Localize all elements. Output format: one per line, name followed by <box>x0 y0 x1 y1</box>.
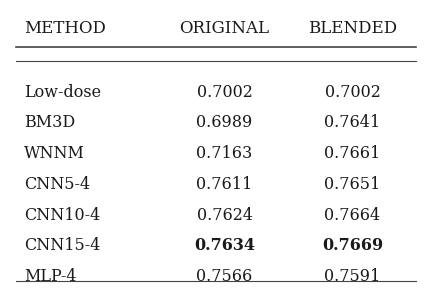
Text: METHOD: METHOD <box>24 20 106 37</box>
Text: 0.7651: 0.7651 <box>324 176 381 193</box>
Text: 0.7669: 0.7669 <box>322 237 383 254</box>
Text: ORIGINAL: ORIGINAL <box>180 20 270 37</box>
Text: 0.7566: 0.7566 <box>197 268 253 285</box>
Text: BM3D: BM3D <box>24 115 75 131</box>
Text: 0.7591: 0.7591 <box>324 268 381 285</box>
Text: WNNM: WNNM <box>24 145 85 162</box>
Text: 0.6989: 0.6989 <box>197 115 253 131</box>
Text: MLP-4: MLP-4 <box>24 268 76 285</box>
Text: CNN5-4: CNN5-4 <box>24 176 90 193</box>
Text: 0.7634: 0.7634 <box>194 237 255 254</box>
Text: CNN10-4: CNN10-4 <box>24 206 100 224</box>
Text: 0.7002: 0.7002 <box>324 84 381 101</box>
Text: 0.7641: 0.7641 <box>324 115 381 131</box>
Text: 0.7611: 0.7611 <box>197 176 253 193</box>
Text: 0.7664: 0.7664 <box>324 206 381 224</box>
Text: 0.7163: 0.7163 <box>197 145 253 162</box>
Text: 0.7002: 0.7002 <box>197 84 252 101</box>
Text: Low-dose: Low-dose <box>24 84 101 101</box>
Text: CNN15-4: CNN15-4 <box>24 237 101 254</box>
Text: BLENDED: BLENDED <box>308 20 397 37</box>
Text: 0.7661: 0.7661 <box>324 145 381 162</box>
Text: 0.7624: 0.7624 <box>197 206 253 224</box>
